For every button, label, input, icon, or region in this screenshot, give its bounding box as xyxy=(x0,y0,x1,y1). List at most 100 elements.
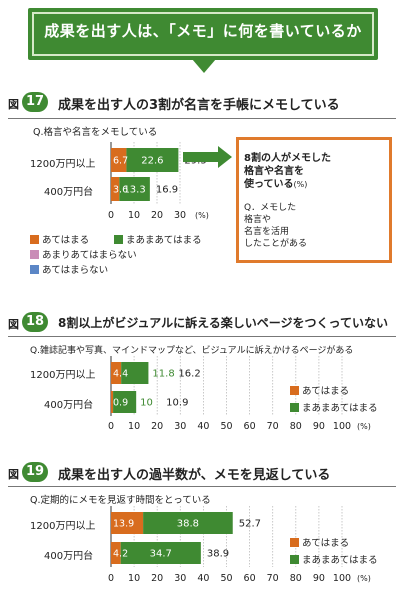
banner-pointer xyxy=(192,59,216,73)
bar-segment-orange xyxy=(111,148,127,172)
legend-item-orange: あてはまる xyxy=(290,383,349,397)
pie-question-line: Q．メモした xyxy=(244,203,297,213)
figure-19-row-label: 1200万円以上 xyxy=(30,521,96,532)
pie-title-line: 格言や名言を xyxy=(244,166,304,177)
tick-label: 80 xyxy=(290,573,302,584)
data-label: 10 xyxy=(140,398,153,409)
tick-label: 100 xyxy=(333,421,351,432)
tick-label: 100 xyxy=(333,573,351,584)
data-label: 13.3 xyxy=(123,185,145,196)
legend-swatch xyxy=(290,538,299,547)
title-banner: 成果を出す人は、「メモ」に何を書いているか xyxy=(28,8,378,60)
tick-label: 80 xyxy=(290,421,302,432)
figure-18-rule xyxy=(8,336,396,337)
tick-label: 70 xyxy=(267,421,279,432)
figure-17-row-label: 400万円台 xyxy=(44,187,94,198)
legend-label: あまりあてはまらない xyxy=(42,250,137,261)
pie-title: 8割の人がメモした 格言や名言を 使っている(%) xyxy=(244,152,331,191)
tick-label: 0 xyxy=(108,573,114,584)
tick-label: 50 xyxy=(220,421,232,432)
figure-19-rule xyxy=(8,486,396,487)
bar-segment-green xyxy=(120,542,201,564)
figure-19-number: 19 xyxy=(22,462,48,482)
axis-unit: (%) xyxy=(357,574,371,583)
data-label: 4.2 xyxy=(113,549,128,560)
bar-segment-orange xyxy=(111,512,144,534)
data-label: 6.7 xyxy=(113,156,128,167)
figure-17-question: Q.格言や名言をメモしている xyxy=(33,127,158,138)
total-label: 10.9 xyxy=(166,398,188,409)
tick-label: 90 xyxy=(313,573,325,584)
figure-18-number: 18 xyxy=(22,312,48,332)
tick-label: 70 xyxy=(267,573,279,584)
pie-title-line: 使っている xyxy=(244,179,294,190)
legend-item-blue: あてはまらない xyxy=(30,262,108,276)
legend-item-pink: あまりあてはまらない xyxy=(30,247,137,261)
bar-segment-orange xyxy=(111,362,122,384)
data-label: 13.9 xyxy=(113,519,134,530)
total-label: 38.9 xyxy=(207,549,229,560)
tick-label: 10 xyxy=(128,573,140,584)
figure-19-question: Q.定期的にメモを見返す時間をとっている xyxy=(30,495,211,506)
tick-label: 50 xyxy=(220,573,232,584)
legend-label: まあまあてはまる xyxy=(302,403,378,414)
tick-label: 10 xyxy=(128,421,140,432)
tick-label: 60 xyxy=(244,573,256,584)
figure-18-row-label: 400万円台 xyxy=(44,400,94,411)
bar-segment-green xyxy=(143,512,233,534)
bar-segment-green xyxy=(113,391,137,413)
data-label: 11.8 xyxy=(152,369,174,380)
total-label: 16.9 xyxy=(156,185,178,196)
legend-swatch xyxy=(114,235,123,244)
figure-18-prefix: 図 xyxy=(8,318,19,331)
legend-swatch xyxy=(290,386,299,395)
figure-17-row-label: 1200万円以上 xyxy=(30,159,96,170)
legend-label: あてはまる xyxy=(302,538,350,549)
figure-17-title: 成果を出す人の3割が名言を手帳にメモしている xyxy=(58,98,340,113)
legend-swatch xyxy=(30,235,39,244)
total-label: 52.7 xyxy=(239,519,261,530)
tick-label: 0 xyxy=(108,421,114,432)
figure-18-title: 8割以上がビジュアルに訴える楽しいページをつくっていない xyxy=(58,316,388,330)
figure-19-row-label: 400万円台 xyxy=(44,551,94,562)
tick-label: 40 xyxy=(197,573,209,584)
pie-question-line: したことがある xyxy=(244,239,308,249)
tick-label: 0 xyxy=(108,210,114,221)
axis-unit: (%) xyxy=(195,211,209,220)
legend-item-green: まあまあてはまる xyxy=(290,400,378,414)
data-label: 4.4 xyxy=(113,369,128,380)
data-label: 0.9 xyxy=(113,398,128,409)
tick-label: 60 xyxy=(244,421,256,432)
legend-item-orange: あてはまる xyxy=(30,232,89,246)
tick-label: 90 xyxy=(313,421,325,432)
banner-title: 成果を出す人は、「メモ」に何を書いているか xyxy=(44,22,362,40)
data-label: 3.6 xyxy=(113,185,128,196)
banner-border xyxy=(32,12,374,56)
figure-19-prefix: 図 xyxy=(8,468,19,481)
figure-17-rule xyxy=(8,118,396,119)
legend-swatch xyxy=(290,403,299,412)
legend-swatch xyxy=(290,555,299,564)
bar-segment-green xyxy=(126,148,179,172)
legend-swatch xyxy=(30,265,39,274)
legend-label: あてはまらない xyxy=(42,265,109,276)
tick-label: 30 xyxy=(174,421,186,432)
figure-19-title: 成果を出す人の過半数が、メモを見返している xyxy=(58,468,331,483)
bar-segment-green xyxy=(121,362,149,384)
pie-title-line: 8割の人がメモした xyxy=(244,153,331,164)
pie-callout-box: 8割の人がメモした 格言や名言を 使っている(%) Q．メモした 格言や 名言を… xyxy=(236,137,392,263)
pie-unit: (%) xyxy=(293,180,308,189)
bar-segment-orange xyxy=(111,391,114,413)
data-label: 38.8 xyxy=(177,519,199,530)
data-label: 22.6 xyxy=(141,156,163,167)
legend-label: まあまあてはまる xyxy=(126,235,202,246)
legend-label: あてはまる xyxy=(302,386,350,397)
tick-label: 40 xyxy=(197,421,209,432)
bar-segment-green xyxy=(119,177,150,201)
pie-question-line: 名言を活用 xyxy=(244,227,290,237)
legend-item-green: まあまあてはまる xyxy=(290,552,378,566)
legend-item-green: まあまあてはまる xyxy=(114,232,202,246)
legend-swatch xyxy=(30,250,39,259)
figure-17-number: 17 xyxy=(22,92,48,112)
legend-label: まあまあてはまる xyxy=(302,555,378,566)
